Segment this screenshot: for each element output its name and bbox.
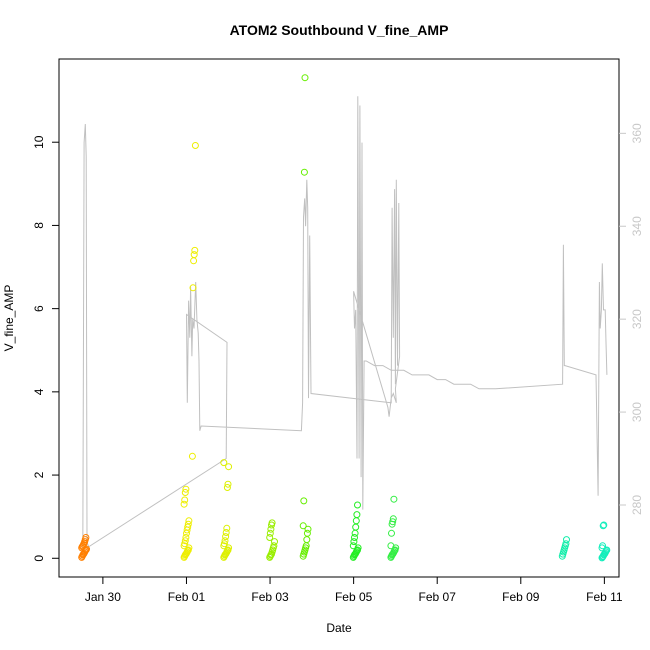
x-tick-label: Feb 07 — [419, 590, 457, 604]
data-point — [221, 537, 229, 545]
data-point — [222, 529, 230, 536]
y-tick-label: 8 — [32, 222, 46, 229]
data-point — [389, 518, 397, 526]
y-tick-label: 10 — [32, 135, 46, 149]
data-point — [190, 257, 198, 265]
x-axis: Jan 30 Feb 01 Feb 03 Feb 05 Feb 07 Feb 09 Feb … — [85, 577, 623, 604]
data-point — [304, 525, 312, 533]
data-point — [301, 74, 309, 82]
x-tick-label: Feb 09 — [502, 590, 540, 604]
data-point — [180, 500, 188, 508]
data-point — [271, 538, 278, 546]
data-point — [353, 511, 361, 519]
data-point — [303, 536, 311, 544]
data-point — [599, 542, 607, 550]
data-point — [184, 523, 192, 531]
data-point — [354, 501, 361, 509]
data-point — [223, 524, 231, 532]
data-point — [181, 496, 189, 504]
data-point — [349, 542, 357, 550]
data-point — [189, 284, 197, 292]
data-point — [563, 536, 570, 544]
y2-tick-label: 340 — [630, 216, 644, 236]
data-point — [390, 495, 398, 503]
point-series — [78, 74, 611, 562]
data-point — [352, 523, 360, 531]
data-point — [191, 246, 199, 254]
data-point — [184, 520, 192, 528]
y-axis: 0 2 4 6 8 10 — [32, 135, 59, 562]
data-point — [220, 459, 228, 467]
plot-frame — [58, 58, 620, 578]
x-tick-label: Feb 01 — [168, 590, 206, 604]
data-point — [389, 515, 397, 523]
data-point — [82, 534, 90, 541]
data-point — [190, 251, 198, 259]
line-series — [82, 96, 608, 552]
data-point — [600, 521, 608, 529]
data-point — [562, 540, 570, 548]
y2-tick-label: 280 — [630, 495, 644, 515]
x-tick-label: Feb 11 — [586, 590, 623, 604]
data-point — [185, 517, 193, 525]
data-point — [300, 168, 308, 176]
data-point — [225, 463, 233, 471]
data-point — [270, 542, 278, 550]
series-line — [82, 96, 608, 552]
data-point — [388, 529, 395, 537]
y-axis-label: V_fine_AMP — [2, 285, 16, 352]
data-point — [352, 517, 360, 525]
data-point — [223, 484, 231, 491]
data-point — [182, 485, 190, 493]
data-point — [220, 540, 228, 548]
data-point — [181, 489, 189, 496]
data-point — [267, 525, 275, 533]
data-point — [266, 529, 274, 537]
data-point — [351, 529, 359, 537]
data-point — [224, 480, 232, 488]
data-point — [188, 452, 196, 460]
y-tick-label: 6 — [32, 305, 46, 312]
data-point — [351, 534, 358, 541]
x-tick-label: Feb 05 — [335, 590, 373, 604]
data-point — [268, 519, 276, 527]
y2-tick-label: 360 — [630, 123, 644, 143]
data-point — [350, 538, 358, 546]
y-tick-label: 0 — [32, 555, 46, 562]
y-tick-label: 2 — [32, 471, 46, 478]
x-tick-label: Jan 30 — [85, 590, 121, 604]
data-point — [300, 497, 308, 505]
data-point — [303, 529, 311, 537]
data-point — [181, 537, 189, 545]
y-tick-label: 4 — [32, 388, 46, 395]
data-point — [191, 142, 199, 149]
x-tick-label: Feb 03 — [251, 590, 289, 604]
data-point — [387, 542, 395, 550]
data-point — [266, 534, 274, 541]
y2-tick-label: 320 — [630, 309, 644, 329]
y2-tick-label: 300 — [630, 402, 644, 422]
x-axis-label: Date — [326, 621, 352, 635]
y2-axis: 280 300 320 340 360 — [619, 123, 644, 515]
data-point — [599, 522, 607, 530]
chart-title: ATOM2 Southbound V_fine_AMP — [230, 22, 449, 38]
data-point — [299, 522, 307, 530]
data-point — [222, 533, 230, 541]
data-point — [182, 534, 190, 541]
